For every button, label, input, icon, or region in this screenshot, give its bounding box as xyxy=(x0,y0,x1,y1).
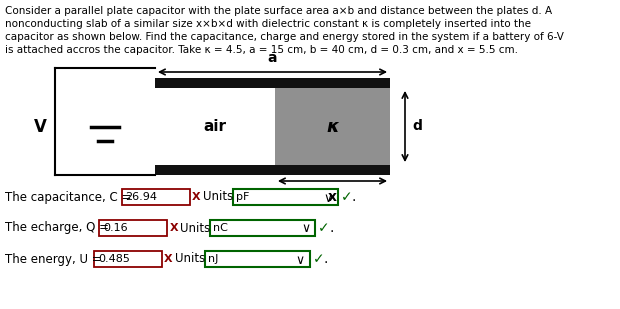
FancyBboxPatch shape xyxy=(210,220,316,236)
Text: The energy, U =: The energy, U = xyxy=(5,252,105,265)
Text: capacitor as shown below. Find the capacitance, charge and energy stored in the : capacitor as shown below. Find the capac… xyxy=(5,32,564,42)
Text: The capacitance, C =: The capacitance, C = xyxy=(5,191,135,204)
Text: is attached accros the capacitor. Take κ = 4.5, a = 15 cm, b = 40 cm, d = 0.3 cm: is attached accros the capacitor. Take κ… xyxy=(5,45,518,55)
Text: X: X xyxy=(164,254,172,264)
Text: 0.16: 0.16 xyxy=(104,223,128,233)
Bar xyxy=(155,78,390,88)
FancyBboxPatch shape xyxy=(205,251,310,267)
Text: ✓: ✓ xyxy=(313,252,324,266)
Text: ∨: ∨ xyxy=(324,192,333,205)
Text: ✓: ✓ xyxy=(340,190,352,204)
Bar xyxy=(275,78,390,175)
Bar xyxy=(155,78,390,88)
Text: .: . xyxy=(324,252,328,266)
Bar xyxy=(155,165,390,175)
Text: V: V xyxy=(33,117,46,136)
FancyBboxPatch shape xyxy=(94,251,162,267)
Text: Consider a parallel plate capacitor with the plate surface area a×b and distance: Consider a parallel plate capacitor with… xyxy=(5,6,552,16)
Text: pF: pF xyxy=(236,192,249,202)
Text: nonconducting slab of a similar size x×b×d with dielectric constant κ is complet: nonconducting slab of a similar size x×b… xyxy=(5,19,531,29)
Bar xyxy=(155,165,390,175)
FancyBboxPatch shape xyxy=(122,189,190,205)
Text: ∨: ∨ xyxy=(301,222,311,235)
Text: X: X xyxy=(192,192,200,202)
Text: 0.485: 0.485 xyxy=(98,254,130,264)
Text: air: air xyxy=(203,119,226,134)
Text: d: d xyxy=(412,120,422,133)
Text: nC: nC xyxy=(213,223,228,233)
Text: Units: Units xyxy=(175,252,205,265)
Text: Units: Units xyxy=(180,222,211,235)
Text: X: X xyxy=(169,223,178,233)
FancyBboxPatch shape xyxy=(99,220,167,236)
Text: ∨: ∨ xyxy=(296,253,305,266)
Text: The echarge, Q =: The echarge, Q = xyxy=(5,222,113,235)
Text: a: a xyxy=(268,51,277,65)
Text: .: . xyxy=(352,190,356,204)
Text: .: . xyxy=(329,221,334,235)
FancyBboxPatch shape xyxy=(232,189,337,205)
Text: nJ: nJ xyxy=(208,254,218,264)
Text: ✓: ✓ xyxy=(318,221,330,235)
Text: κ: κ xyxy=(326,117,339,136)
Text: 26.94: 26.94 xyxy=(125,192,157,202)
Text: Units: Units xyxy=(203,191,232,204)
Text: x: x xyxy=(328,190,337,204)
